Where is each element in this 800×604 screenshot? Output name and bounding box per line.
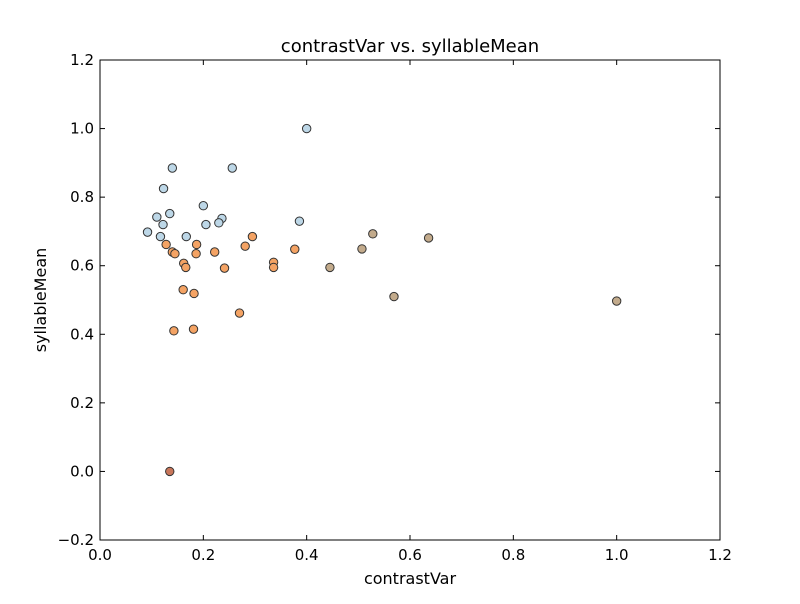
y-axis-label: syllableMean bbox=[31, 248, 50, 353]
scatter-point bbox=[142, 227, 153, 237]
y-tick-label: 0.2 bbox=[70, 394, 94, 412]
y-tick-label: 0.4 bbox=[70, 325, 94, 343]
x-axis-label: contrastVar bbox=[364, 569, 457, 588]
x-tick-label: 1.2 bbox=[708, 546, 732, 564]
y-tick-label: −0.2 bbox=[58, 531, 94, 549]
scatter-point bbox=[290, 244, 300, 254]
scatter-point bbox=[158, 183, 169, 194]
scatter-point bbox=[389, 291, 399, 302]
scatter-point bbox=[181, 262, 191, 273]
scatter-point bbox=[240, 241, 250, 251]
scatter-point bbox=[191, 249, 201, 259]
x-tick-label: 0.4 bbox=[295, 546, 319, 564]
y-tick-label: 0.6 bbox=[70, 257, 94, 275]
plot-area-frame bbox=[99, 59, 721, 541]
scatter-point bbox=[181, 231, 191, 242]
y-tick-label: 0.8 bbox=[70, 188, 94, 206]
scatter-point bbox=[234, 308, 245, 318]
scatter-point bbox=[201, 219, 211, 230]
scatter-point bbox=[198, 201, 209, 211]
y-tick-label: 1.2 bbox=[70, 51, 94, 69]
scatter-point bbox=[178, 285, 188, 295]
y-tick-label: 0.0 bbox=[70, 462, 94, 480]
x-tick-label: 0.2 bbox=[191, 546, 215, 564]
scatter-point bbox=[219, 263, 230, 273]
scatter-point bbox=[227, 163, 237, 173]
scatter-point bbox=[158, 219, 168, 230]
scatter-point bbox=[368, 229, 378, 239]
scatter-point bbox=[169, 326, 179, 336]
scatter-point bbox=[247, 231, 258, 242]
scatter-point bbox=[214, 218, 224, 228]
scatter-point bbox=[191, 239, 202, 250]
scatter-point bbox=[165, 466, 175, 477]
x-tick-label: 0.6 bbox=[398, 546, 422, 564]
scatter-point bbox=[165, 208, 175, 219]
points-layer bbox=[142, 123, 622, 477]
scatter-point bbox=[161, 239, 171, 250]
scatter-point bbox=[294, 216, 305, 226]
scatter-point bbox=[189, 288, 199, 299]
scatter-point bbox=[325, 262, 335, 273]
scatter-point bbox=[301, 123, 312, 134]
scatter-point bbox=[357, 244, 367, 254]
scatter-point bbox=[188, 324, 199, 334]
scatter-point bbox=[170, 249, 180, 259]
ticks-layer: 0.0 0.2 0.4 0.6 0.8 1.0 1.2−0.20.00.20.40.60.8… bbox=[58, 51, 732, 564]
x-tick-label: 0.0 bbox=[88, 546, 112, 564]
scatter-point bbox=[611, 296, 622, 306]
scatter-point bbox=[268, 262, 279, 273]
x-tick-label: 0.8 bbox=[501, 546, 525, 564]
scatter-point bbox=[210, 247, 220, 257]
scatter-point bbox=[167, 163, 178, 173]
scatter-point bbox=[155, 231, 166, 242]
chart-title: contrastVar vs. syllableMean bbox=[281, 36, 539, 57]
y-tick-label: 1.0 bbox=[70, 120, 94, 138]
scatter-point bbox=[152, 212, 162, 222]
scatter-point bbox=[423, 233, 434, 243]
x-tick-label: 1.0 bbox=[605, 546, 629, 564]
